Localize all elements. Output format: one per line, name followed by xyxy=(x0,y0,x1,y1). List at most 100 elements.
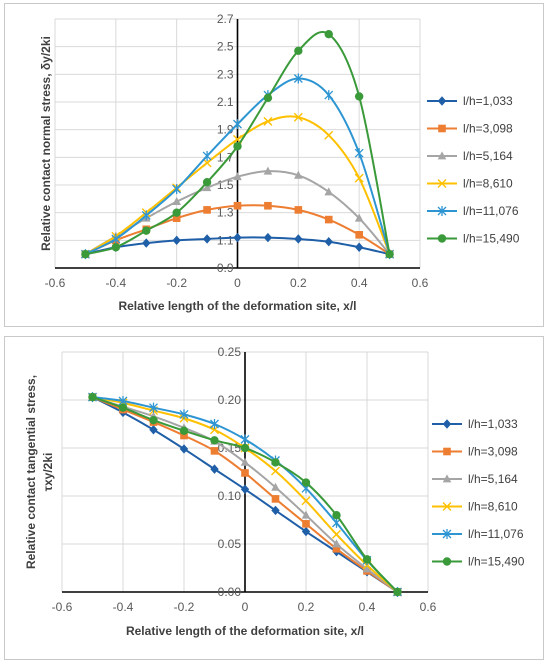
data-point xyxy=(149,415,158,425)
data-point xyxy=(172,214,181,222)
data-point xyxy=(263,116,273,126)
x-tick-label: 0.6 xyxy=(420,600,437,614)
data-point xyxy=(354,92,364,101)
data-point xyxy=(240,457,250,466)
data-point xyxy=(324,90,334,101)
y-tick-label: 0.05 xyxy=(218,537,242,551)
legend-marker xyxy=(442,419,452,429)
legend-label: l/h=5,164 xyxy=(468,472,518,486)
legend-marker xyxy=(443,447,451,456)
y-tick-label: 2.1 xyxy=(217,95,234,109)
data-point xyxy=(332,539,341,548)
data-point xyxy=(233,172,242,181)
data-point xyxy=(202,183,212,192)
legend-label: l/h=8,610 xyxy=(463,177,513,191)
data-point xyxy=(324,215,333,224)
data-point xyxy=(263,232,273,243)
data-point xyxy=(172,235,181,246)
y-tick-label: 1.7 xyxy=(217,150,234,164)
legend-marker xyxy=(442,529,452,539)
data-point xyxy=(294,206,303,214)
tangential-stress-chart: 0.000.050.100.150.200.25-0.6 -0.4 -0.2 0 0.2… xyxy=(24,345,525,638)
y-tick-label: 1.1 xyxy=(217,233,234,247)
data-point xyxy=(210,436,219,445)
data-point xyxy=(294,234,303,244)
data-point xyxy=(362,564,372,573)
series-6 xyxy=(81,30,394,259)
data-point xyxy=(203,206,211,214)
series-6 xyxy=(88,392,402,597)
data-point xyxy=(301,526,311,537)
data-point xyxy=(179,426,189,435)
data-point xyxy=(172,197,181,205)
data-point xyxy=(141,210,151,221)
legend-marker xyxy=(437,179,447,188)
legend-marker xyxy=(437,151,447,160)
legend-marker xyxy=(437,96,447,106)
data-point xyxy=(233,119,242,130)
data-point xyxy=(393,587,402,597)
legend-label: l/h=3,098 xyxy=(463,122,513,136)
legend-entry: l/h=1,033 xyxy=(427,94,513,108)
data-point xyxy=(233,201,242,210)
x-axis-title: Relative length of the deformation site,… xyxy=(118,299,356,313)
data-point xyxy=(354,173,364,183)
y-tick-label: 2.7 xyxy=(217,12,234,26)
data-point xyxy=(332,511,341,520)
data-point xyxy=(293,112,303,122)
legend-marker xyxy=(442,474,452,483)
legend-marker xyxy=(442,557,452,566)
y-tick-label: 0.25 xyxy=(218,345,242,359)
legend-label: l/h=3,098 xyxy=(468,445,518,459)
data-point xyxy=(172,208,181,217)
y-tick-label: 0.10 xyxy=(218,489,242,503)
y-tick-label: 0.00 xyxy=(218,585,242,599)
legend-entry: l/h=15,490 xyxy=(432,555,525,569)
data-point xyxy=(324,130,334,140)
x-tick-label: -0.6 xyxy=(45,276,66,290)
x-tick-label: -0.2 xyxy=(174,600,195,614)
data-point xyxy=(210,419,219,429)
legend-marker xyxy=(437,234,447,243)
legend-entry: l/h=1,033 xyxy=(432,417,518,431)
x-tick-label: 0.2 xyxy=(298,600,315,614)
data-point xyxy=(271,482,280,491)
data-point xyxy=(302,520,310,528)
legend-entry: l/h=8,610 xyxy=(427,177,513,191)
legend-label: l/h=8,610 xyxy=(468,500,518,514)
data-point xyxy=(111,233,121,244)
y-tick-label: 2.5 xyxy=(217,40,234,54)
x-tick-label: -0.4 xyxy=(105,276,126,290)
y-tick-label: 1.3 xyxy=(217,206,234,220)
data-point xyxy=(271,466,280,476)
y-axis-title: Relative contact normal stress, δy/2ki xyxy=(39,36,53,251)
y-axis-title-line1: Relative contact tangential stress, xyxy=(24,375,38,569)
data-point xyxy=(264,201,272,210)
data-point xyxy=(301,510,311,519)
data-point xyxy=(172,184,182,195)
data-point xyxy=(180,431,188,440)
data-point xyxy=(142,226,151,235)
data-point xyxy=(271,495,280,503)
data-point xyxy=(202,234,212,244)
data-point xyxy=(324,30,333,39)
y-tick-label: 2.3 xyxy=(217,67,234,81)
data-point xyxy=(149,402,158,413)
legend-entry: l/h=5,164 xyxy=(427,149,513,163)
data-point xyxy=(149,425,158,435)
legend-entry: l/h=8,610 xyxy=(432,500,518,514)
legend-label: l/h=5,164 xyxy=(463,149,513,163)
x-tick-label: 0.2 xyxy=(290,276,307,290)
x-tick-label: -0.6 xyxy=(52,600,73,614)
data-point xyxy=(241,469,249,477)
tangential-stress-chart-panel: 0.00 0.05 0.10 0.15 0.20 0.25 -0.6 -0.4 -0.2 0 0.2… xyxy=(4,336,544,660)
data-point xyxy=(301,496,311,506)
normal-stress-chart-panel: 0.9 1.1 1.3 1.5 1.7 1.9 2.1 2.3 2.5 2.7 -0.6 -0.4 -0… xyxy=(4,3,544,327)
y-axis-title-line2: τxy/2ki xyxy=(41,453,55,492)
x-tick-label: 0.6 xyxy=(412,276,429,290)
x-axis-title: Relative length of the deformation site,… xyxy=(126,624,364,638)
legend-entry: l/h=11,076 xyxy=(432,527,524,541)
legend-entry: l/h=5,164 xyxy=(432,472,518,486)
data-point xyxy=(210,447,219,455)
data-point xyxy=(294,46,303,56)
